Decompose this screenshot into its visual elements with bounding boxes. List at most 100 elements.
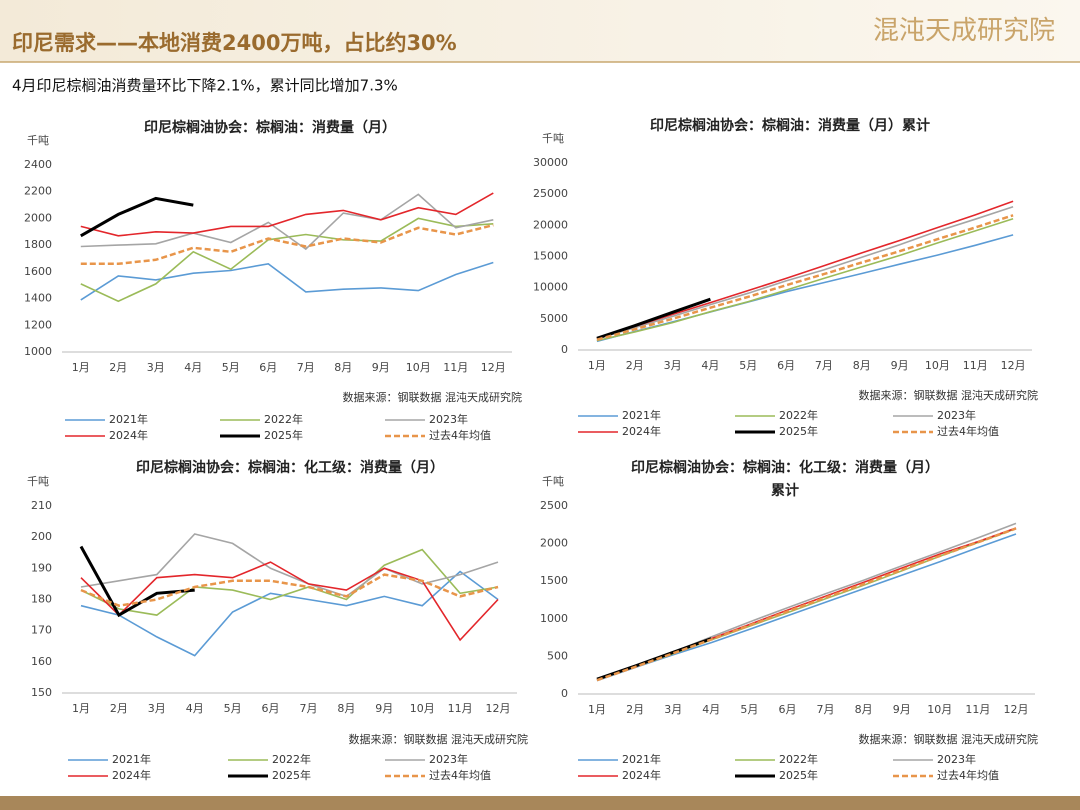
x-tick-label: 9月 — [891, 359, 909, 372]
x-tick-label: 9月 — [375, 702, 393, 715]
series-line — [80, 261, 494, 301]
x-tick-label: 12月 — [1001, 359, 1026, 372]
x-tick-label: 3月 — [664, 703, 682, 716]
series-line — [80, 217, 494, 303]
x-tick-label: 10月 — [406, 361, 431, 374]
y-tick-label: 170 — [31, 624, 52, 637]
chart-title: 印尼棕榈油协会：棕榈油：化工级：消费量（月） — [136, 459, 444, 476]
logo: 混沌天成研究院 — [873, 16, 1055, 46]
y-tick-label: 1800 — [24, 238, 52, 251]
x-tick-label: 6月 — [262, 702, 280, 715]
chart-title: 印尼棕榈油协会：棕榈油：消费量（月） — [144, 119, 396, 136]
y-tick-label: 0 — [561, 343, 568, 356]
x-tick-label: 4月 — [184, 361, 202, 374]
legend-label: 2024年 — [622, 424, 661, 438]
y-tick-label: 150 — [31, 686, 52, 699]
series-line — [80, 192, 494, 237]
legend-label: 2024年 — [109, 428, 148, 442]
x-tick-label: 5月 — [740, 703, 758, 716]
y-tick-label: 1200 — [24, 318, 52, 331]
y-tick-label: 190 — [31, 561, 52, 574]
y-tick-label: 160 — [31, 655, 52, 668]
legend-label: 2021年 — [109, 412, 148, 426]
x-tick-label: 3月 — [147, 361, 165, 374]
y-tick-label: 210 — [31, 499, 52, 512]
x-tick-label: 8月 — [853, 359, 871, 372]
y-tick-label: 1600 — [24, 265, 52, 278]
y-tick-label: 180 — [31, 593, 52, 606]
series-line — [596, 214, 1014, 341]
x-tick-label: 1月 — [72, 361, 90, 374]
x-tick-label: 2月 — [626, 359, 644, 372]
y-tick-label: 1000 — [24, 345, 52, 358]
legend-label: 2024年 — [112, 768, 151, 782]
y-tick-label: 2400 — [24, 158, 52, 171]
y-tick-label: 2000 — [540, 537, 568, 550]
x-tick-label: 4月 — [702, 703, 720, 716]
legend-label: 2022年 — [264, 412, 303, 426]
unit-label: 千吨 — [542, 475, 564, 488]
x-tick-label: 11月 — [965, 703, 990, 716]
y-tick-label: 25000 — [533, 187, 568, 200]
legend-label: 2022年 — [779, 408, 818, 422]
x-tick-label: 10月 — [410, 702, 435, 715]
legend-label: 2025年 — [272, 768, 311, 782]
series-line — [80, 573, 499, 607]
series-line — [596, 217, 1014, 342]
legend-label: 2022年 — [272, 752, 311, 766]
x-tick-label: 7月 — [299, 702, 317, 715]
series-line — [80, 561, 499, 642]
x-tick-label: 5月 — [222, 361, 240, 374]
x-tick-label: 6月 — [259, 361, 277, 374]
x-tick-label: 12月 — [1003, 703, 1028, 716]
x-tick-label: 1月 — [588, 703, 606, 716]
source-note: 数据来源：钢联数据 混沌天成研究院 — [859, 388, 1039, 402]
y-tick-label: 10000 — [533, 281, 568, 294]
y-tick-label: 20000 — [533, 218, 568, 231]
unit-label: 千吨 — [542, 132, 564, 145]
y-tick-label: 2000 — [24, 211, 52, 224]
legend-label: 过去4年均值 — [429, 768, 491, 782]
y-tick-label: 500 — [547, 649, 568, 662]
x-tick-label: 6月 — [777, 359, 795, 372]
x-tick-label: 1月 — [588, 359, 606, 372]
x-tick-label: 2月 — [109, 361, 127, 374]
series-line — [596, 533, 1017, 682]
y-tick-label: 200 — [31, 530, 52, 543]
x-tick-label: 11月 — [963, 359, 988, 372]
x-tick-label: 7月 — [297, 361, 315, 374]
chart-title: 累计 — [771, 482, 799, 499]
unit-label: 千吨 — [27, 475, 49, 488]
x-tick-label: 2月 — [626, 703, 644, 716]
x-tick-label: 7月 — [817, 703, 835, 716]
series-line — [596, 527, 1017, 682]
x-tick-label: 5月 — [739, 359, 757, 372]
legend-label: 2021年 — [112, 752, 151, 766]
x-tick-label: 7月 — [815, 359, 833, 372]
legend-label: 2021年 — [622, 408, 661, 422]
x-tick-label: 6月 — [778, 703, 796, 716]
x-tick-label: 12月 — [486, 702, 511, 715]
subtitle: 4月印尼棕榈油消费量环比下降2.1%，累计同比增加7.3% — [12, 77, 398, 95]
series-line — [596, 200, 1014, 339]
legend-label: 2025年 — [779, 424, 818, 438]
x-tick-label: 9月 — [893, 703, 911, 716]
legend-label: 2025年 — [264, 428, 303, 442]
source-note: 数据来源：钢联数据 混沌天成研究院 — [343, 390, 523, 404]
x-tick-label: 11月 — [443, 361, 468, 374]
x-tick-label: 8月 — [337, 702, 355, 715]
source-note: 数据来源：钢联数据 混沌天成研究院 — [349, 732, 529, 746]
y-tick-label: 2500 — [540, 499, 568, 512]
series-line — [80, 570, 499, 657]
legend-label: 过去4年均值 — [429, 428, 491, 442]
unit-label: 千吨 — [27, 134, 49, 147]
page-title: 印尼需求——本地消费2400万吨，占比约30% — [12, 31, 457, 55]
x-tick-label: 5月 — [224, 702, 242, 715]
legend-label: 2023年 — [937, 408, 976, 422]
series-line — [80, 196, 194, 238]
legend-label: 2022年 — [779, 752, 818, 766]
y-tick-label: 15000 — [533, 250, 568, 263]
series-line — [596, 297, 711, 340]
x-tick-label: 11月 — [448, 702, 473, 715]
y-tick-label: 1400 — [24, 292, 52, 305]
